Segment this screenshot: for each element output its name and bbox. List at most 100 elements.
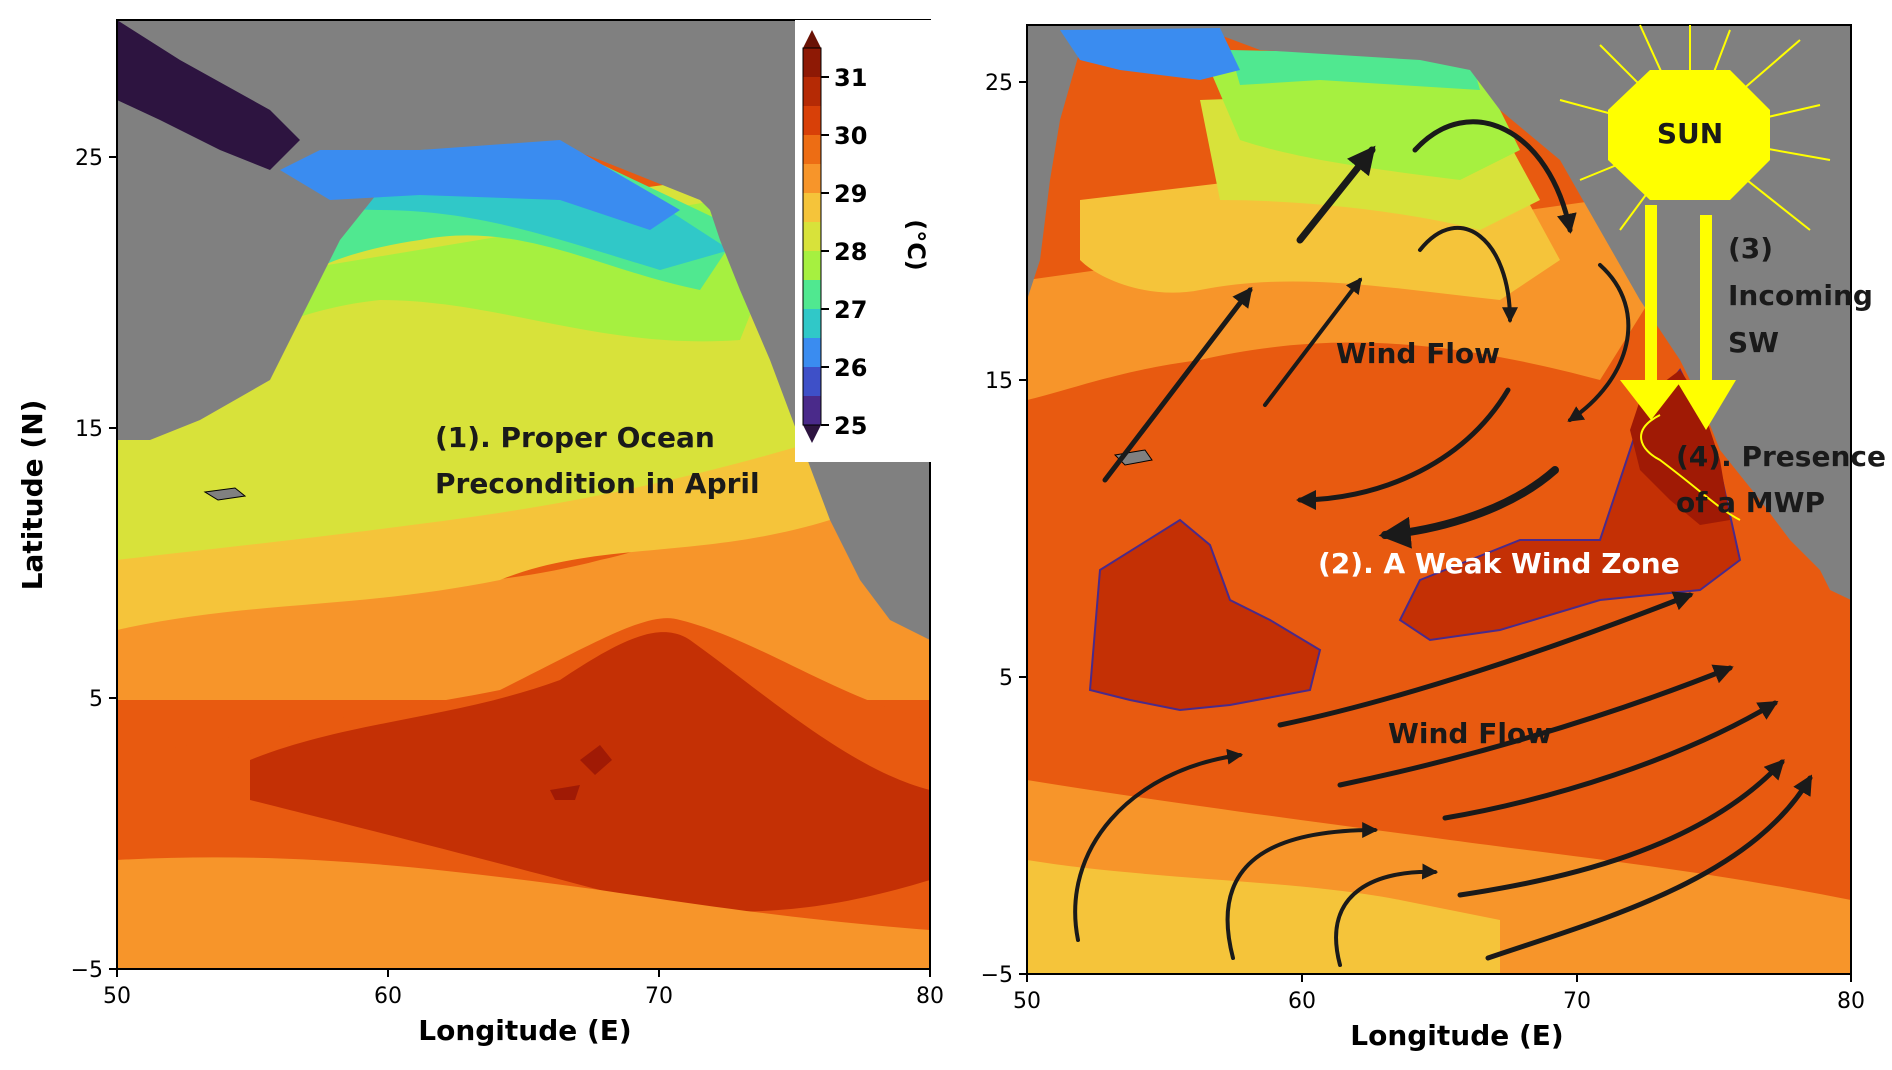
- colorbar: 31 30 29 28 27 26 25 (°C): [795, 20, 932, 462]
- wind-arrow-11: [1442, 700, 1779, 821]
- colorbar-band-29: [803, 164, 821, 193]
- right-sst-warm-south: [1027, 860, 1500, 974]
- colorbar-band-27-5: [803, 251, 821, 280]
- colorbar-band-28: [803, 222, 821, 251]
- left-ytick-5: 5: [89, 687, 103, 712]
- left-xtick-50: 50: [103, 984, 131, 1009]
- wind-arrows-upper: [1102, 119, 1631, 549]
- left-sst-30-5-zone: [250, 632, 930, 912]
- colorbar-band-31: [803, 48, 821, 77]
- right-sri-lanka: [1815, 520, 1851, 600]
- wind-arrow-14: [1073, 748, 1244, 942]
- left-sst-29-band: [117, 420, 930, 700]
- sun-label: SUN: [1657, 117, 1723, 150]
- right-sst-27-zone: [1210, 70, 1520, 180]
- left-sst-cool-equator: [117, 857, 930, 969]
- sw-arrow-2-shaft: [1700, 215, 1712, 380]
- left-coastal-cool: [280, 140, 680, 230]
- left-island-socotra: [203, 487, 247, 501]
- left-map-panel: [117, 20, 930, 969]
- left-annotation-line2: Precondition in April: [435, 467, 760, 500]
- right-xtick-50: 50: [1013, 989, 1041, 1014]
- right-xtick-70: 70: [1563, 989, 1591, 1014]
- wind-arrow-15: [1225, 822, 1379, 960]
- colorbar-band-27: [803, 280, 821, 309]
- wind-arrow-4: [1412, 119, 1577, 234]
- incoming-sw-arrows: [1620, 205, 1736, 430]
- wind-arrow-5: [1418, 226, 1518, 324]
- left-annotation-line1: (1). Proper Ocean: [435, 421, 715, 454]
- label-incoming-sw-2: Incoming: [1728, 279, 1873, 312]
- right-xtick-80: 80: [1837, 989, 1865, 1014]
- colorbar-band-25-5: [803, 367, 821, 396]
- mwp-contour: [1640, 414, 1741, 521]
- left-sst-31-patch: [550, 745, 612, 800]
- colorbar-band-26: [803, 338, 821, 367]
- colorbar-ticks: [821, 76, 829, 426]
- label-incoming-sw-3: SW: [1728, 326, 1779, 359]
- sw-arrow-2-head: [1676, 380, 1736, 430]
- right-ytick-minus5: −5: [981, 963, 1013, 988]
- wind-arrow-16: [1334, 863, 1439, 967]
- colorbar-band-29-5: [803, 135, 821, 164]
- label-wind-flow-lower: Wind Flow: [1388, 717, 1552, 750]
- left-x-ticks: 50 60 70 80: [103, 969, 944, 1009]
- wind-arrow-2: [1296, 145, 1376, 244]
- wind-arrow-6: [1567, 263, 1631, 422]
- right-axes-frame: [1026, 24, 1852, 975]
- colorbar-top-extension: [803, 30, 821, 48]
- right-ytick-5: 5: [999, 666, 1013, 691]
- wind-arrow-3: [1263, 277, 1362, 407]
- colorbar-tick-25: 25: [834, 412, 867, 440]
- right-x-ticks: 50 60 70 80: [1013, 974, 1865, 1014]
- right-ytick-15: 15: [985, 369, 1013, 394]
- label-weak-wind-zone: (2). A Weak Wind Zone: [1318, 547, 1680, 580]
- wind-arrow-12: [1457, 759, 1785, 898]
- label-incoming-sw-1: (3): [1728, 232, 1773, 265]
- wind-arrow-7: [1296, 387, 1511, 510]
- sun-disc: [1608, 70, 1770, 200]
- left-xtick-80: 80: [916, 984, 944, 1009]
- colorbar-unit: (°C): [902, 219, 930, 271]
- colorbar-band-30-5: [803, 77, 821, 106]
- sw-arrow-1-shaft: [1645, 205, 1657, 380]
- label-mwp-1: (4). Presence: [1676, 440, 1886, 473]
- left-xtick-60: 60: [374, 984, 402, 1009]
- wind-arrow-1: [1102, 286, 1253, 483]
- left-ytick-25: 25: [75, 146, 103, 171]
- wind-arrow-13: [1485, 774, 1813, 961]
- colorbar-tick-31: 31: [834, 64, 867, 92]
- colorbar-bottom-extension: [803, 425, 821, 443]
- right-xlabel: Longitude (E): [1350, 1019, 1563, 1052]
- label-mwp-2: of a MWP: [1676, 486, 1825, 519]
- left-xtick-70: 70: [645, 984, 673, 1009]
- sw-arrow-1-head: [1620, 380, 1682, 420]
- wind-arrow-8: [1378, 466, 1559, 549]
- left-y-ticks: 25 15 5 −5: [71, 146, 117, 983]
- wind-arrows-lower: [1073, 591, 1813, 967]
- colorbar-band-25: [803, 396, 821, 425]
- colorbar-frame: [802, 47, 822, 426]
- right-ytick-25: 25: [985, 71, 1013, 96]
- colorbar-tick-30: 30: [834, 122, 867, 150]
- colorbar-tick-29: 29: [834, 180, 867, 208]
- left-ytick-15: 15: [75, 417, 103, 442]
- wind-arrow-10: [1337, 664, 1734, 788]
- label-wind-flow-upper: Wind Flow: [1336, 337, 1500, 370]
- sun-graphic: SUN: [1559, 24, 1831, 231]
- left-ylabel: Latitude (N): [16, 400, 49, 591]
- left-xlabel: Longitude (E): [418, 1014, 631, 1047]
- colorbar-tick-26: 26: [834, 354, 867, 382]
- right-xtick-60: 60: [1288, 989, 1316, 1014]
- colorbar-tick-28: 28: [834, 238, 867, 266]
- right-y-ticks: 25 15 5 −5: [981, 71, 1027, 988]
- colorbar-band-30: [803, 106, 821, 135]
- wind-arrow-9: [1277, 591, 1694, 728]
- left-ytick-minus5: −5: [71, 958, 103, 983]
- right-coastal-cool: [1060, 28, 1240, 80]
- colorbar-tick-27: 27: [834, 296, 867, 324]
- colorbar-band-26-5: [803, 309, 821, 338]
- left-axes-frame: [116, 19, 931, 970]
- left-persian-gulf: [117, 20, 300, 170]
